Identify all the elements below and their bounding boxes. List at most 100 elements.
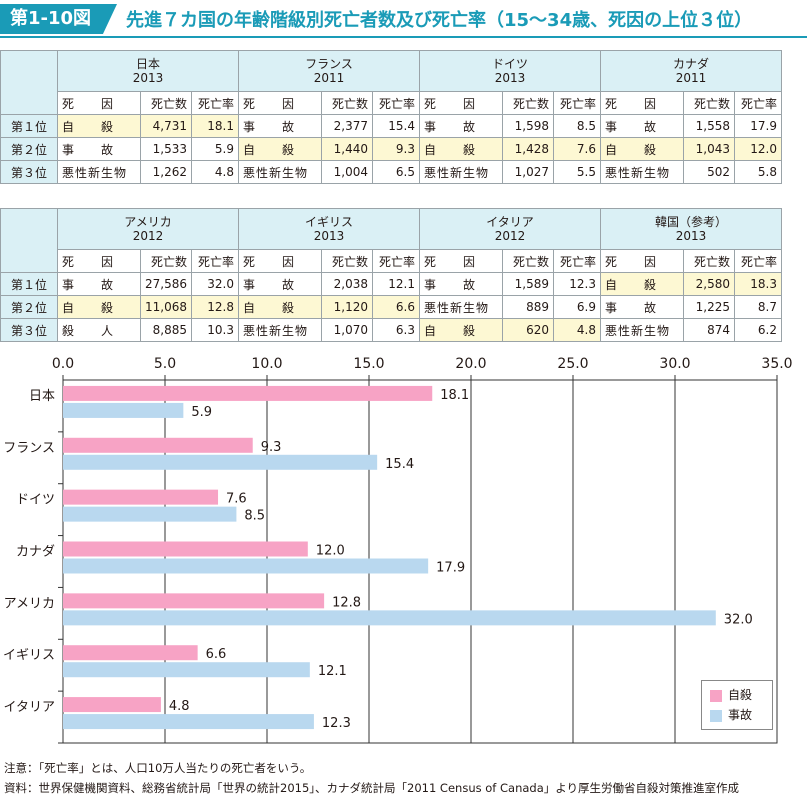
column-header: 死亡数 — [321, 91, 373, 115]
legend-item-accident: 事故 — [710, 707, 752, 723]
cause-cell: 悪性新生物 — [600, 160, 684, 184]
cause-cell: 自 殺 — [600, 272, 684, 296]
column-header: 死亡数 — [683, 91, 735, 115]
bar-chart: 0.0 5.0 10.0 15.0 20.0 25.0 30.0 35.0 日本 18.1 5.9 フ… — [3, 356, 793, 744]
cause-cell: 悪性新生物 — [600, 318, 684, 342]
deaths-cell: 11,068 — [140, 295, 192, 319]
cause-cell: 事 故 — [600, 295, 684, 319]
legend-label-suicide: 自殺 — [728, 688, 753, 702]
table-row: 第３位 悪性新生物 1,262 4.8 悪性新生物 1,004 6.5 悪性新生物 1,027 5… — [0, 160, 782, 184]
column-header: 死 因 — [57, 91, 141, 115]
country-name: イタリア — [486, 215, 534, 229]
deaths-cell: 1,440 — [321, 137, 373, 161]
country-year: 2013 — [132, 71, 164, 85]
x-tick-label: 30.0 — [659, 356, 690, 372]
column-header: 死亡率 — [734, 249, 782, 273]
rate-cell: 6.6 — [372, 295, 420, 319]
rate-cell: 7.6 — [553, 137, 601, 161]
stats-table-1: 日本 2013 フランス 2011 ドイツ 2013 カナダ 2011 死 因死亡数 死亡率死 因… — [0, 50, 782, 184]
country-header: カナダ 2011 — [600, 50, 782, 92]
data-label: 17.9 — [436, 561, 465, 576]
legend-swatch-accident — [710, 709, 722, 722]
cause-cell: 殺 人 — [57, 318, 141, 342]
data-label: 12.8 — [332, 595, 361, 610]
column-header: 死亡率 — [734, 91, 782, 115]
x-tick-label: 0.0 — [52, 356, 74, 372]
country-header: イギリス 2013 — [238, 208, 420, 250]
bar-accident — [63, 610, 716, 626]
figure-header: 第1-10図 先進７カ国の年齢階級別死亡者数及び死亡率（15～34歳、死因の上位… — [0, 0, 807, 38]
data-label: 12.0 — [316, 544, 345, 559]
rank-label: 第３位 — [0, 318, 58, 342]
cause-cell: 悪性新生物 — [238, 318, 322, 342]
table-row: 第１位事 故 27,586 32.0 事 故 2,038 12.1 事 故 1,589 12.3… — [0, 272, 782, 296]
country-header: イタリア 2012 — [419, 208, 601, 250]
bar-accident — [63, 714, 314, 730]
x-tick-label: 20.0 — [455, 356, 486, 372]
country-header: 韓国（参考） 2013 — [600, 208, 782, 250]
cause-cell: 悪性新生物 — [57, 160, 141, 184]
rate-cell: 12.8 — [191, 295, 239, 319]
cause-cell: 自 殺 — [238, 295, 322, 319]
rate-cell: 12.0 — [734, 137, 782, 161]
column-header: 死 因 — [238, 249, 322, 273]
rate-cell: 6.3 — [372, 318, 420, 342]
country-header: 日本 2013 — [57, 50, 239, 92]
category-label: ドイツ — [16, 493, 55, 508]
deaths-cell: 874 — [683, 318, 735, 342]
rate-cell: 8.7 — [734, 295, 782, 319]
column-header: 死亡数 — [140, 249, 192, 273]
bar-accident — [63, 454, 378, 470]
rate-cell: 9.3 — [372, 137, 420, 161]
data-label: 18.1 — [440, 388, 469, 403]
rate-cell: 4.8 — [191, 160, 239, 184]
column-header: 死亡数 — [140, 91, 192, 115]
rate-cell: 8.5 — [553, 114, 601, 138]
figure-label: 第1-10図 — [0, 4, 117, 34]
deaths-cell: 4,731 — [140, 114, 192, 138]
bar-accident — [63, 506, 237, 522]
column-header: 死亡率 — [191, 249, 239, 273]
deaths-cell: 1,225 — [683, 295, 735, 319]
bar-accident — [63, 402, 184, 418]
x-tick-label: 25.0 — [557, 356, 588, 372]
deaths-cell: 1,262 — [140, 160, 192, 184]
bar-suicide — [63, 697, 161, 713]
note-definition: 注意：「死亡率」とは、人口10万人当たりの死亡者をいう。 — [4, 761, 312, 775]
country-name: イギリス — [304, 215, 353, 229]
deaths-cell: 8,885 — [140, 318, 192, 342]
rate-cell: 5.8 — [734, 160, 782, 184]
country-name: 韓国（参考） — [654, 215, 727, 229]
data-label: 7.6 — [226, 492, 247, 507]
country-name: フランス — [305, 57, 353, 71]
column-header: 死 因 — [419, 249, 503, 273]
column-header: 死亡率 — [191, 91, 239, 115]
rate-cell: 15.4 — [372, 114, 420, 138]
rate-cell: 10.3 — [191, 318, 239, 342]
country-header: ドイツ 2013 — [419, 50, 601, 92]
rate-cell: 6.5 — [372, 160, 420, 184]
cause-cell: 事 故 — [238, 114, 322, 138]
country-name: 日本 — [135, 57, 160, 71]
rate-cell: 5.5 — [553, 160, 601, 184]
legend-swatch-suicide — [710, 689, 722, 702]
bar-accident — [63, 662, 310, 678]
deaths-cell: 2,038 — [321, 272, 373, 296]
deaths-cell: 1,004 — [321, 160, 373, 184]
rank-label: 第３位 — [0, 160, 58, 184]
rate-cell: 18.1 — [191, 114, 239, 138]
bar-suicide — [63, 489, 219, 505]
country-year: 2012 — [494, 229, 526, 243]
column-header: 死亡率 — [372, 249, 420, 273]
deaths-cell: 1,070 — [321, 318, 373, 342]
rate-cell: 32.0 — [191, 272, 239, 296]
column-header: 死亡数 — [502, 91, 554, 115]
cause-cell: 自 殺 — [57, 114, 141, 138]
table-corner — [0, 50, 58, 115]
rate-cell: 17.9 — [734, 114, 782, 138]
x-tick-label: 35.0 — [761, 356, 792, 372]
legend-item-suicide: 自殺 — [710, 687, 752, 703]
bar-suicide — [63, 645, 198, 661]
data-label: 8.5 — [244, 509, 265, 524]
